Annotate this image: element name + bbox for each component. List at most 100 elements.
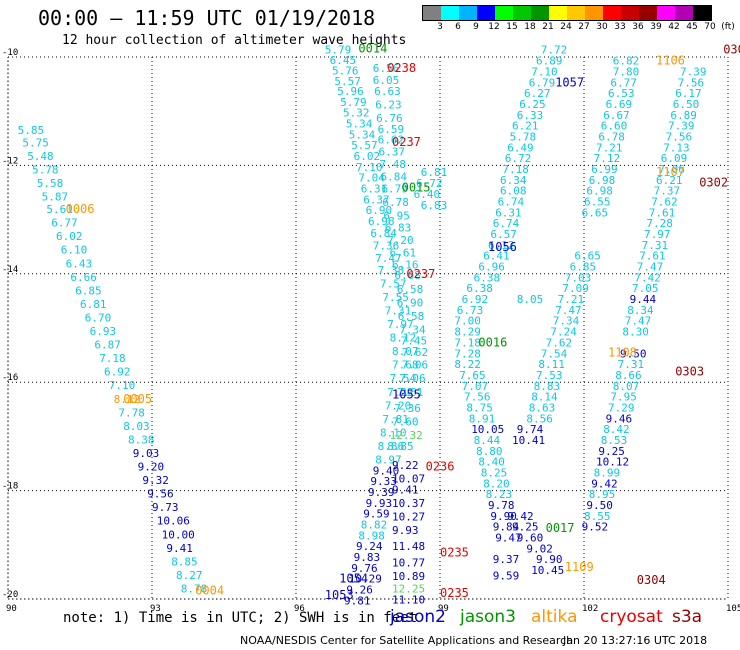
color-scale-swatch xyxy=(639,6,657,20)
legend-s3a: s3a xyxy=(672,607,703,627)
wave-height-value: 5.57 xyxy=(351,139,378,152)
wave-height-value: 9.25 xyxy=(598,445,625,458)
pass-time-label: 0304 xyxy=(637,573,666,587)
wave-height-value: 6.70 xyxy=(85,311,112,324)
wave-height-value: 6.33 xyxy=(517,109,544,122)
wave-height-value: 8.11 xyxy=(538,358,565,371)
wave-height-value: 6.57 xyxy=(490,228,517,241)
wave-height-value: 7.39 xyxy=(668,120,695,133)
wave-height-value: 6.62 xyxy=(378,134,405,147)
wave-height-value: 6.96 xyxy=(478,261,505,274)
wave-height-value: 9.83 xyxy=(354,551,381,564)
wave-height-value: 9.20 xyxy=(138,461,165,474)
wave-height-value: 10.37 xyxy=(392,497,425,510)
wave-height-value: 7.31 xyxy=(618,358,645,371)
wave-height-value: 7.62 xyxy=(402,346,429,359)
pass-time-label: 1108 xyxy=(608,346,637,360)
wave-height-value: 8.14 xyxy=(531,391,558,404)
wave-height-value: 7.18 xyxy=(454,336,481,349)
wave-height-value: 6.17 xyxy=(675,87,702,100)
wave-height-value: 9.50 xyxy=(586,499,613,512)
color-scale-swatch xyxy=(531,6,549,20)
color-scale-swatch xyxy=(603,6,621,20)
wave-height-value: 6.76 xyxy=(376,112,403,125)
wave-height-value: 7.10 xyxy=(109,379,136,392)
pass-time-label: 1056 xyxy=(488,240,517,254)
wave-height-value: 7.05 xyxy=(632,282,659,295)
wave-height-value: 9.33 xyxy=(370,475,397,488)
wave-height-value: 6.58 xyxy=(397,283,424,296)
wave-height-value: 7.24 xyxy=(550,326,577,339)
wave-height-value: 9.24 xyxy=(356,540,383,553)
pass-time-label: 0302 xyxy=(699,176,728,190)
wave-height-value: 6.10 xyxy=(61,244,88,257)
wave-height-value: 8.38 xyxy=(128,433,155,446)
wave-height-value: 6.34 xyxy=(500,174,527,187)
wave-height-value: 7.39 xyxy=(680,65,707,78)
wave-height-value: 6.67 xyxy=(603,109,630,122)
wave-height-value: 7.54 xyxy=(541,347,568,360)
wave-height-value: 6.83 xyxy=(421,199,448,212)
wave-height-value: 6.31 xyxy=(495,206,522,219)
wave-height-value: 6.41 xyxy=(483,250,510,263)
wave-height-value: 6.27 xyxy=(524,87,551,100)
pass-time-label: 0005 xyxy=(123,392,152,406)
wave-height-value: 6.49 xyxy=(507,141,534,154)
wave-height-value: 8.22 xyxy=(454,358,481,371)
wave-height-value: 6.90 xyxy=(397,296,424,309)
wave-height-value: 5.79 xyxy=(325,44,352,57)
wave-height-value: 9.59 xyxy=(363,508,390,521)
wave-height-value: 10.06 xyxy=(157,515,190,528)
wave-height-value: 11.10 xyxy=(392,593,425,606)
wave-height-value: 6.37 xyxy=(363,193,390,206)
pass-time-label: 0004 xyxy=(195,584,224,598)
wave-height-value: 9.59 xyxy=(493,569,520,582)
wave-height-value: 10.45 xyxy=(531,564,564,577)
color-scale-label: 45 xyxy=(686,22,698,32)
color-scale-swatch xyxy=(693,6,711,20)
lon-tick-label: 90 xyxy=(6,604,17,614)
wave-height-value: 7.54 xyxy=(390,372,417,385)
wave-height-value: 7.00 xyxy=(454,315,481,328)
wave-height-value: 8.98 xyxy=(358,529,385,542)
pass-time-label: 0303 xyxy=(675,365,704,379)
wave-height-value: 6.73 xyxy=(457,304,484,317)
wave-height-value: 9.60 xyxy=(517,532,544,545)
wave-height-value: 9.90 xyxy=(490,510,517,523)
wave-height-value: 6.58 xyxy=(398,310,425,323)
color-scale-swatch xyxy=(441,6,459,20)
wave-height-value: 7.56 xyxy=(464,391,491,404)
wave-height-value: 7.06 xyxy=(399,372,426,385)
pass-time-label: 0014 xyxy=(358,42,387,56)
wave-height-value: 6.16 xyxy=(392,258,419,271)
wave-height-value: 6.96 xyxy=(368,215,395,228)
wave-height-value: 6.59 xyxy=(378,123,405,136)
wave-height-value: 7.03 xyxy=(565,271,592,284)
wave-height-value: 6.74 xyxy=(498,196,525,209)
wave-height-value: 7.55 xyxy=(382,291,409,304)
wave-height-value: 8.44 xyxy=(474,434,501,447)
wave-height-value: 6.74 xyxy=(493,217,520,230)
wave-height-value: 9.93 xyxy=(392,524,419,537)
wave-height-value: 7.56 xyxy=(678,76,705,89)
wave-height-value: 6.09 xyxy=(661,152,688,165)
wave-height-value: 10.89 xyxy=(392,570,425,583)
wave-height-value: 6.65 xyxy=(582,206,609,219)
wave-height-value: 8.83 xyxy=(534,380,561,393)
color-scale-label: 39 xyxy=(650,22,662,32)
wave-height-value: 5.78 xyxy=(32,164,59,177)
wave-height-value: 6.77 xyxy=(610,76,637,89)
pass-time-label: 1106 xyxy=(656,54,685,68)
wave-height-value: 6.21 xyxy=(512,120,539,133)
wave-height-value: 6.99 xyxy=(591,163,618,176)
wave-height-value: 5.58 xyxy=(37,177,64,190)
color-scale-label: 70 xyxy=(704,22,716,32)
pass-time-label: 1109 xyxy=(565,560,594,574)
wave-height-value: 8.07 xyxy=(392,345,419,358)
wave-height-value: 10.29 xyxy=(349,573,382,586)
wave-height-value: 7.97 xyxy=(644,228,671,241)
color-scale-label: 6 xyxy=(455,22,461,32)
wave-height-value: 8.91 xyxy=(469,412,496,425)
wave-height-value: 7.07 xyxy=(462,380,489,393)
